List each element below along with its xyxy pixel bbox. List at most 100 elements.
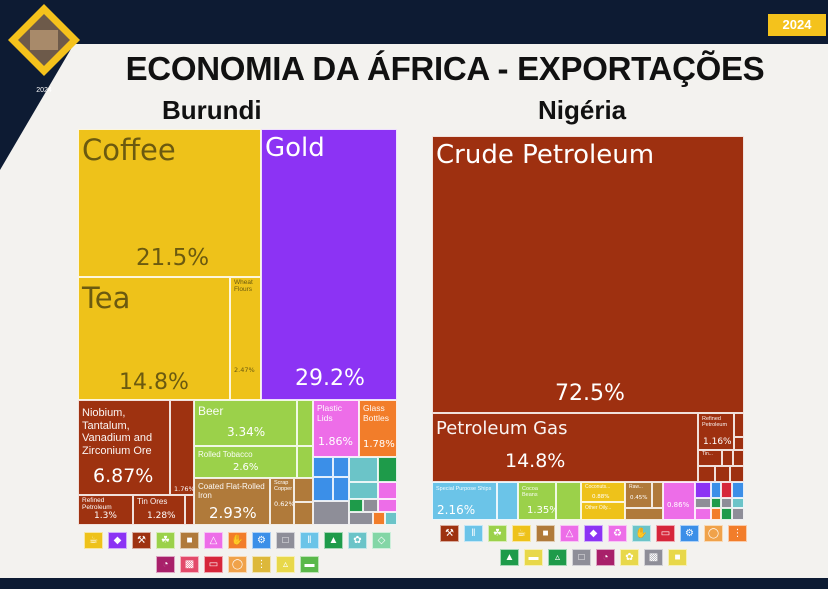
tile-gray-ng-c [732,508,744,520]
tile-cocoa-beans-value: 1.35% [527,505,556,516]
tile-glass-bottles-value: 1.78% [363,439,395,450]
tag-icon[interactable]: ▭ [656,525,675,542]
tile-brown-ng-d [733,450,744,466]
tile-raw: Raw... 0.45% [625,482,652,508]
tile-tea: Tea 14.8% [78,277,230,400]
tile-tin-ores: Tin Ores 1.28% [133,495,185,525]
tile-gray-ng-b [721,498,732,508]
tile-rolled-tobacco-name: Rolled Tobacco [198,450,253,459]
cart-icon[interactable]: ◯ [704,525,723,542]
bread-icon[interactable]: ▬ [524,549,543,566]
coffee-icon[interactable]: ☕ [84,532,103,549]
tile-teal-1 [349,457,378,482]
cube-icon[interactable]: □ [276,532,295,549]
cube-icon[interactable]: □ [572,549,591,566]
tile-wheat-flours-value: 2.47% [234,366,255,374]
tile-orange-1 [373,512,385,525]
leaf-icon[interactable]: ✿ [620,549,639,566]
hand-icon[interactable]: ✋ [228,532,247,549]
gear-icon[interactable]: ⚙ [680,525,699,542]
anvil-icon[interactable]: ■ [180,532,199,549]
gauge-icon[interactable]: ◔ [596,549,615,566]
recycle-icon[interactable]: ♻ [608,525,627,542]
tile-green-2 [378,457,397,482]
tile-blue-2 [333,457,349,477]
tile-brown-tiny [185,495,194,525]
logo-year: 2024 [36,87,52,94]
coffee-icon[interactable]: ☕ [512,525,531,542]
flask-icon[interactable]: △ [560,525,579,542]
tile-blue-ng-b [711,482,721,498]
tile-refined-petroleum-ng: Refined Petroleum 1.16% [698,413,734,450]
tile-tin-ng-name: Tin... [702,451,713,457]
top-bar [0,0,828,44]
tile-blue-1 [313,457,333,477]
tile-coconuts-value: 0.88% [592,494,610,500]
tile-orange-ng [711,508,721,520]
tile-blue-3 [313,477,333,501]
flask-icon[interactable]: △ [204,532,223,549]
tile-scrap-copper-name: Scrap Copper [274,480,293,493]
tile-refined-petroleum-name: Refined Petroleum [82,497,112,512]
tile-crude-petroleum: Crude Petroleum 72.5% [432,136,744,413]
tile-tin-ng: Tin... [698,450,722,466]
tile-gold: Gold 29.2% [261,129,397,400]
gem-icon[interactable]: ◆ [584,525,603,542]
ship-icon[interactable]: ▵ [548,549,567,566]
road-icon[interactable]: ‖ [464,525,483,542]
shirt-icon[interactable]: ▲ [324,532,343,549]
seeds-icon[interactable]: ⋮ [728,525,747,542]
tile-coconuts: Coconuts... 0.88% [581,482,625,502]
tile-coated-iron-name: Coated Flat-Rolled Iron [198,482,265,501]
hand-icon[interactable]: ✋ [632,525,651,542]
tile-brown-ng-e [698,466,715,482]
bread-icon[interactable]: ▬ [300,556,319,573]
tile-wheat-flours: Wheat Flours 2.47% [230,277,261,400]
tile-refined-petroleum-ng-value: 1.16% [703,437,732,447]
leaf-icon[interactable]: ✿ [348,532,367,549]
nigeria-title: Nigéria [538,95,627,125]
tile-scrap-copper: Scrap Copper 0.62% [270,478,294,525]
bottle-icon[interactable]: ▩ [644,549,663,566]
road-icon[interactable]: ‖ [300,532,319,549]
cart-icon[interactable]: ◯ [228,556,247,573]
tile-brown-ng-c [722,450,733,466]
battery-icon[interactable]: ■ [668,549,687,566]
tile-raw-name: Raw... [629,484,643,490]
wheat-icon[interactable]: ☘ [156,532,175,549]
ship-icon[interactable]: ▵ [276,556,295,573]
tile-special-ships: Special Purpose Ships 2.16% [432,482,497,520]
gem-icon[interactable]: ◆ [108,532,127,549]
tile-cocoa-beans-name: Cocoa Beans [522,486,538,499]
tile-teal-3 [385,512,397,525]
tile-coffee-name: Coffee [82,133,176,167]
tile-cocoa-beans: Cocoa Beans 1.35% [518,482,556,520]
tile-gray-ng-a [695,498,711,508]
tile-beer: Beer 3.34% [194,400,297,446]
tile-purple-ng [695,482,711,498]
tile-plastic-lids-value: 1.86% [318,435,353,448]
wheat-icon[interactable]: ☘ [488,525,507,542]
tile-niobium-ore: Niobium, Tantalum, Vanadium and Zirconiu… [78,400,170,495]
tile-crude-petroleum-name: Crude Petroleum [436,140,655,170]
tile-blue-4 [333,477,349,501]
tag-icon[interactable]: ◇ [372,532,391,549]
tile-special-ships-name: Special Purpose Ships [436,486,492,492]
tile-green-b [297,446,313,478]
tile-pink-ng-b [695,508,711,520]
bottle-icon[interactable]: ▭ [204,556,223,573]
tile-green-ng-b [711,498,721,508]
tile-tin-ores-value: 1.28% [147,511,176,521]
battery-icon[interactable]: ▩ [180,556,199,573]
anvil-icon[interactable]: ■ [536,525,555,542]
seeds-icon[interactable]: ⋮ [252,556,271,573]
pickaxe-icon[interactable]: ⚒ [132,532,151,549]
tile-glass-bottles-name: Glass Bottles [363,403,389,423]
tile-coffee-value: 21.5% [136,245,210,271]
pickaxe-icon[interactable]: ⚒ [440,525,459,542]
gauge-icon[interactable]: ◔ [156,556,175,573]
tile-blue-ng-a [497,482,518,520]
gear-icon[interactable]: ⚙ [252,532,271,549]
tile-coated-iron-value: 2.93% [209,504,257,522]
shirt-icon[interactable]: ▲ [500,549,519,566]
